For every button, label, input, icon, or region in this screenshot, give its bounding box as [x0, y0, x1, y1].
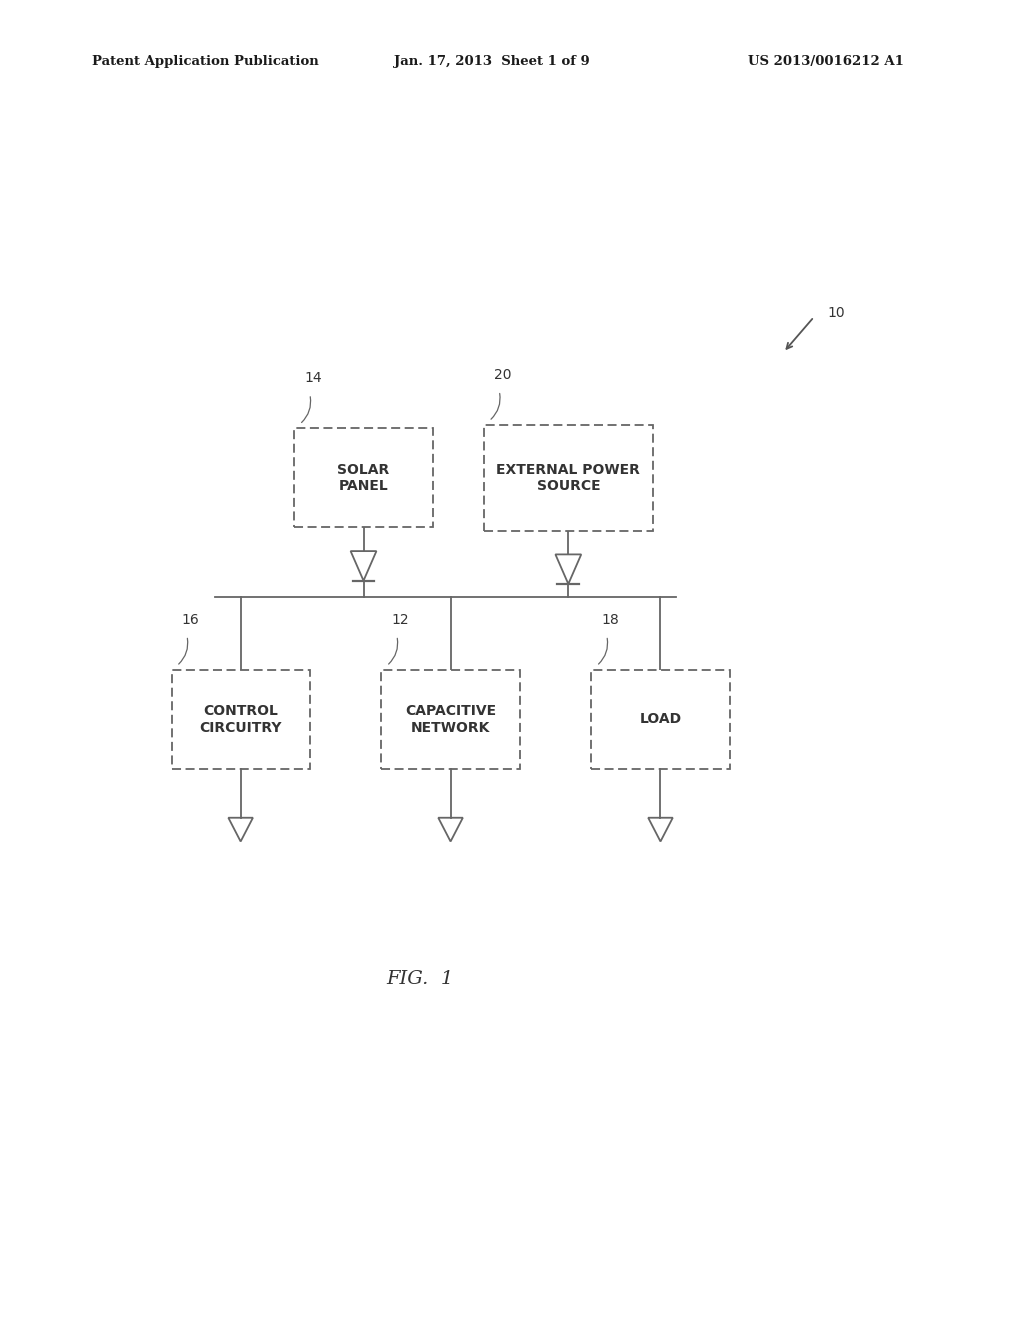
Text: FIG.  1: FIG. 1 [386, 970, 454, 989]
Text: SOLAR
PANEL: SOLAR PANEL [337, 463, 390, 492]
FancyBboxPatch shape [171, 671, 309, 768]
Text: 16: 16 [182, 612, 200, 627]
FancyBboxPatch shape [295, 428, 432, 527]
Text: 10: 10 [827, 306, 845, 319]
Text: Patent Application Publication: Patent Application Publication [92, 55, 318, 69]
Text: 12: 12 [391, 612, 410, 627]
Text: Jan. 17, 2013  Sheet 1 of 9: Jan. 17, 2013 Sheet 1 of 9 [394, 55, 590, 69]
Text: 20: 20 [495, 368, 512, 381]
Text: CAPACITIVE
NETWORK: CAPACITIVE NETWORK [406, 705, 496, 734]
FancyBboxPatch shape [592, 671, 729, 768]
Text: LOAD: LOAD [639, 713, 682, 726]
Text: CONTROL
CIRCUITRY: CONTROL CIRCUITRY [200, 705, 282, 734]
FancyBboxPatch shape [484, 425, 653, 531]
Text: EXTERNAL POWER
SOURCE: EXTERNAL POWER SOURCE [497, 463, 640, 492]
Text: 18: 18 [602, 612, 620, 627]
FancyBboxPatch shape [381, 671, 520, 768]
Text: US 2013/0016212 A1: US 2013/0016212 A1 [748, 55, 903, 69]
Text: 14: 14 [305, 371, 323, 385]
